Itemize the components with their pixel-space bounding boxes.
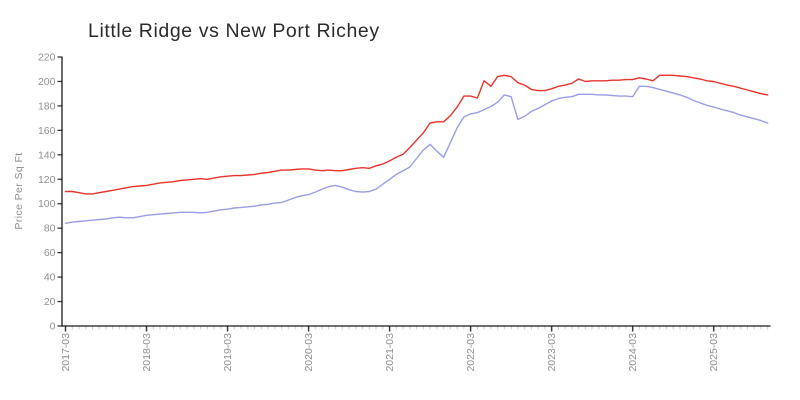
x-tick-label: 2018-03 [141,333,153,372]
x-tick-label: 2021-03 [384,333,396,372]
y-tick-label: 40 [44,272,56,284]
y-axis-title: Price Per Sq Ft [13,152,25,229]
y-tick-label: 20 [44,296,56,308]
x-tick-label: 2020-03 [303,333,315,372]
y-tick-label: 80 [44,223,56,235]
x-tick-label: 2023-03 [546,333,558,372]
y-tick-label: 200 [38,76,56,88]
chart-title: Little Ridge vs New Port Richey [88,20,380,42]
y-tick-label: 140 [38,149,56,161]
series-line-little-ridge [64,74,769,195]
y-tick-label: 100 [38,198,56,210]
x-tick-label: 2017-03 [60,333,72,372]
y-tick-label: 180 [38,100,56,112]
axes-layer: 2017-03 2018-03 2019-03 2020-03 2021-03 2022-… [38,52,771,372]
x-tick-label: 2025-03 [708,333,720,372]
y-tick-label: 220 [38,52,56,64]
x-tick-label: 2024-03 [627,333,639,372]
y-tick-label: 120 [38,174,56,186]
series-line-new-port-richey [64,85,769,225]
series-lines [64,74,769,225]
x-tick-label: 2022-03 [465,333,477,372]
y-tick-label: 60 [44,247,56,259]
x-tick-label: 2019-03 [222,333,234,372]
y-tick-label: 160 [38,125,56,137]
y-tick-label: 0 [50,321,56,333]
